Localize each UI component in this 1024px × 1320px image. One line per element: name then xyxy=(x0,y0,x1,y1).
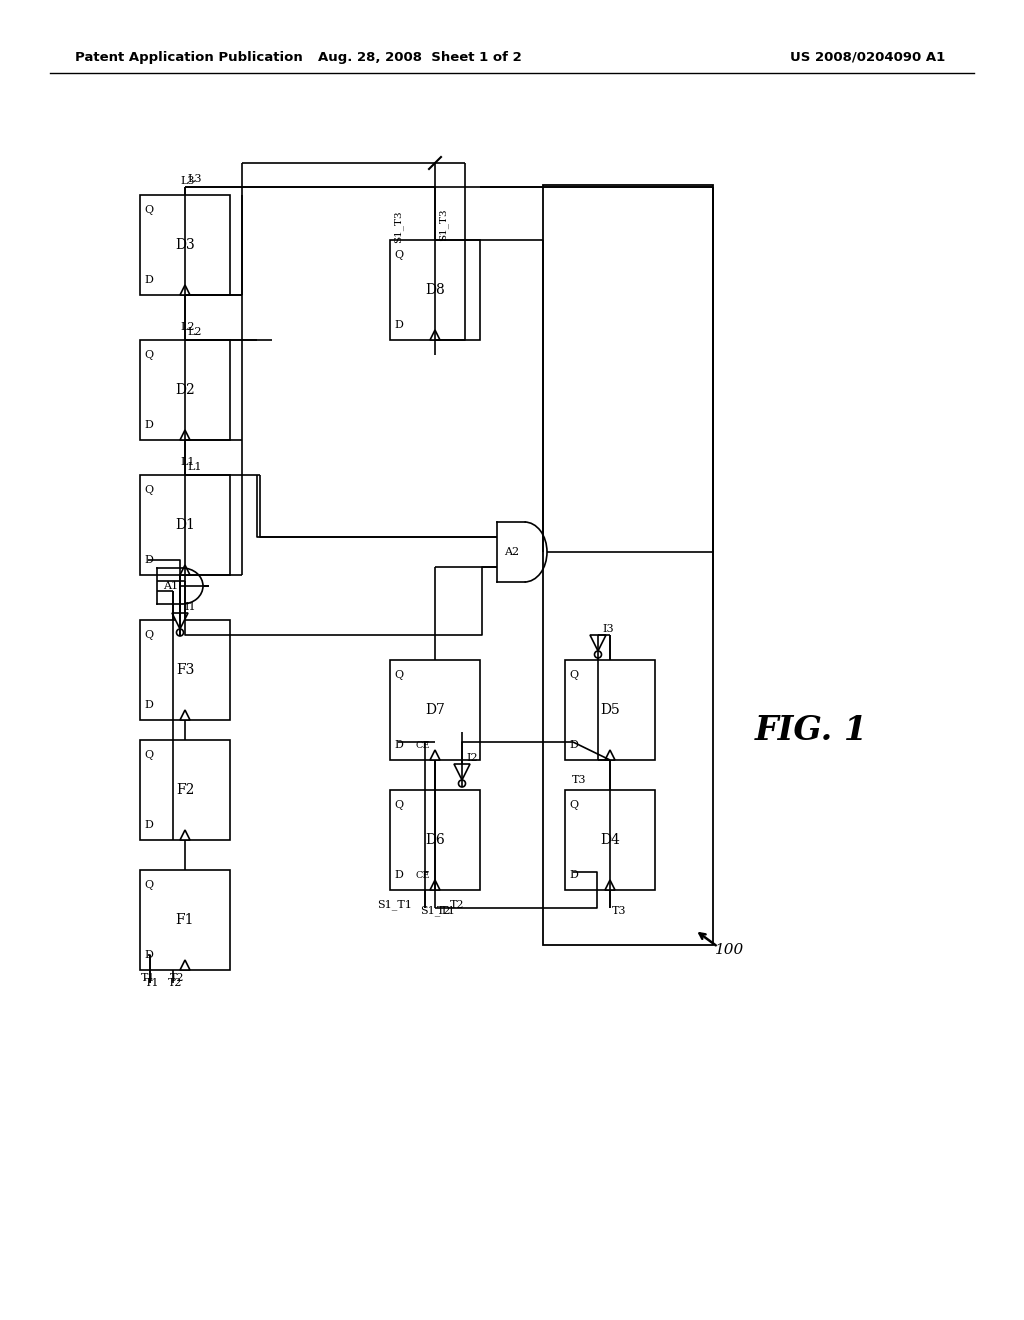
Text: Q: Q xyxy=(144,630,154,640)
Bar xyxy=(140,870,230,970)
Polygon shape xyxy=(180,285,190,294)
Polygon shape xyxy=(180,960,190,970)
Bar xyxy=(140,195,230,294)
Text: D: D xyxy=(144,700,153,710)
Text: S1_T1: S1_T1 xyxy=(420,906,455,916)
Polygon shape xyxy=(590,635,606,651)
Text: Q: Q xyxy=(394,249,403,260)
Text: F3: F3 xyxy=(176,663,195,677)
Text: T1: T1 xyxy=(145,978,160,987)
Text: A2: A2 xyxy=(505,546,519,557)
Text: D: D xyxy=(394,741,402,750)
Text: T3: T3 xyxy=(612,906,627,916)
Text: D: D xyxy=(144,420,153,430)
Text: L3: L3 xyxy=(187,174,202,183)
Text: Q: Q xyxy=(394,800,403,810)
Text: Q: Q xyxy=(569,671,579,680)
Text: Q: Q xyxy=(144,880,154,890)
Text: 100: 100 xyxy=(715,942,744,957)
Circle shape xyxy=(459,780,466,787)
Text: D: D xyxy=(144,554,153,565)
Polygon shape xyxy=(430,880,440,890)
Text: F2: F2 xyxy=(176,783,195,797)
Bar xyxy=(140,741,230,840)
Text: L2: L2 xyxy=(187,327,202,337)
Polygon shape xyxy=(454,764,470,780)
Text: D6: D6 xyxy=(425,833,444,847)
Text: D7: D7 xyxy=(425,704,445,717)
Bar xyxy=(543,185,713,945)
Text: D: D xyxy=(569,870,578,880)
Text: L1: L1 xyxy=(187,462,202,473)
Polygon shape xyxy=(180,830,190,840)
Text: Aug. 28, 2008  Sheet 1 of 2: Aug. 28, 2008 Sheet 1 of 2 xyxy=(318,50,522,63)
Text: D1: D1 xyxy=(175,517,195,532)
Text: T3: T3 xyxy=(572,775,587,785)
Text: D: D xyxy=(144,275,153,285)
Bar xyxy=(565,660,655,760)
Bar xyxy=(390,789,480,890)
Text: D: D xyxy=(144,820,153,830)
Polygon shape xyxy=(605,750,615,760)
Text: I3: I3 xyxy=(602,624,613,634)
Text: S1_T3: S1_T3 xyxy=(393,210,402,243)
Polygon shape xyxy=(172,612,188,630)
Text: L3: L3 xyxy=(180,176,195,186)
Text: CE: CE xyxy=(416,741,430,750)
Bar xyxy=(565,789,655,890)
Text: F1: F1 xyxy=(176,913,195,927)
Bar xyxy=(390,240,480,341)
Text: T2: T2 xyxy=(170,973,184,983)
Text: US 2008/0204090 A1: US 2008/0204090 A1 xyxy=(790,50,945,63)
Circle shape xyxy=(595,651,601,657)
Polygon shape xyxy=(430,330,440,341)
Text: D: D xyxy=(394,870,402,880)
Text: T2: T2 xyxy=(437,906,452,916)
Text: Q: Q xyxy=(394,671,403,680)
Text: T1: T1 xyxy=(141,973,156,983)
Polygon shape xyxy=(180,430,190,440)
Text: D2: D2 xyxy=(175,383,195,397)
Text: D: D xyxy=(569,741,578,750)
Text: CE: CE xyxy=(416,871,430,880)
Polygon shape xyxy=(180,710,190,719)
Text: Patent Application Publication: Patent Application Publication xyxy=(75,50,303,63)
Text: L2: L2 xyxy=(180,322,195,333)
Text: T2: T2 xyxy=(450,900,465,909)
Text: T2: T2 xyxy=(168,978,182,987)
Text: A1: A1 xyxy=(163,581,178,591)
Text: D3: D3 xyxy=(175,238,195,252)
Text: FIG. 1: FIG. 1 xyxy=(755,714,868,747)
Bar xyxy=(140,620,230,719)
Text: D: D xyxy=(394,319,402,330)
Polygon shape xyxy=(430,750,440,760)
Text: D: D xyxy=(144,950,153,960)
Bar xyxy=(390,660,480,760)
Text: Q: Q xyxy=(144,205,154,215)
Text: S1_T3: S1_T3 xyxy=(438,209,447,240)
Polygon shape xyxy=(605,880,615,890)
Circle shape xyxy=(176,630,183,636)
Text: D4: D4 xyxy=(600,833,620,847)
Text: S1_T1: S1_T1 xyxy=(377,899,412,909)
Text: D5: D5 xyxy=(600,704,620,717)
Text: D8: D8 xyxy=(425,282,444,297)
Bar xyxy=(140,341,230,440)
Bar xyxy=(140,475,230,576)
Text: Q: Q xyxy=(144,484,154,495)
Text: Q: Q xyxy=(144,350,154,360)
Text: I1: I1 xyxy=(184,602,196,612)
Text: Q: Q xyxy=(569,800,579,810)
Text: I2: I2 xyxy=(466,752,477,763)
Text: Q: Q xyxy=(144,750,154,760)
Polygon shape xyxy=(180,565,190,576)
Text: L1: L1 xyxy=(180,457,195,467)
